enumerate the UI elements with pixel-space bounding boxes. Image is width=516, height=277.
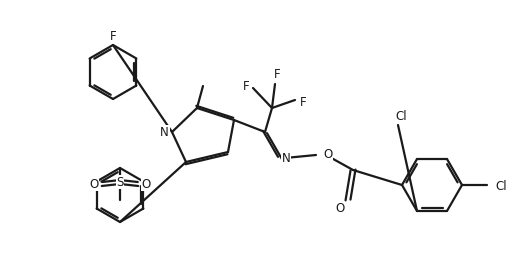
Text: O: O: [89, 178, 99, 191]
Text: S: S: [116, 176, 124, 189]
Text: O: O: [323, 148, 332, 161]
Text: F: F: [273, 68, 280, 81]
Text: F: F: [243, 81, 249, 94]
Text: N: N: [282, 153, 291, 165]
Text: O: O: [335, 201, 345, 214]
Text: O: O: [141, 178, 151, 191]
Text: F: F: [300, 96, 307, 109]
Text: Cl: Cl: [495, 181, 507, 194]
Text: Cl: Cl: [395, 111, 407, 124]
Text: F: F: [110, 29, 116, 42]
Text: N: N: [160, 125, 169, 138]
